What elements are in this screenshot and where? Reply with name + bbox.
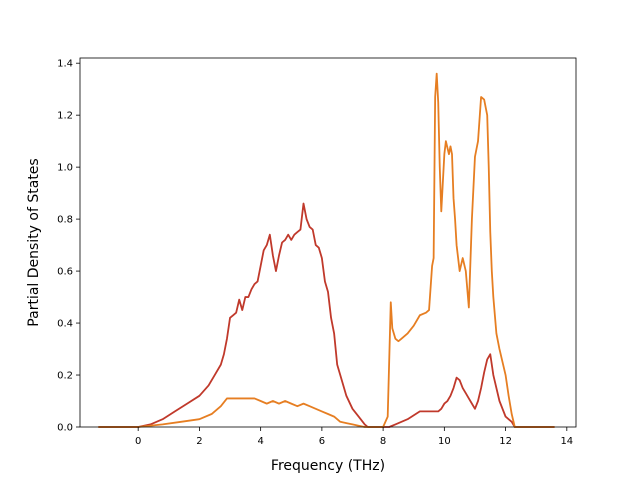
x-axis-label: Frequency (THz): [271, 458, 385, 474]
y-axis-label: Partial Density of States: [26, 158, 42, 326]
x-tick-label: 14: [560, 436, 573, 447]
series-line-2: [98, 72, 555, 428]
y-axis-ticks: 0.0 0.2 0.4 0.6 0.8 1.0 1.2 1.4: [57, 59, 80, 434]
y-tick-label: 0.8: [57, 215, 73, 226]
y-tick-label: 0.0: [57, 423, 73, 434]
y-tick-label: 0.4: [57, 319, 73, 330]
plot-area-frame: [79, 57, 577, 428]
y-tick-label: 0.2: [57, 371, 73, 382]
x-tick-label: 10: [438, 436, 451, 447]
series-line-1: [98, 202, 555, 428]
series-layer: [98, 72, 555, 428]
x-tick-label: 2: [196, 436, 202, 447]
x-axis-ticks: 0 2 4 6 8 10 12 14: [135, 427, 573, 447]
x-tick-label: 4: [257, 436, 263, 447]
x-tick-label: 12: [499, 436, 512, 447]
y-tick-label: 1.0: [57, 163, 73, 174]
y-tick-label: 0.6: [57, 267, 73, 278]
x-tick-label: 8: [380, 436, 386, 447]
x-tick-label: 6: [319, 436, 325, 447]
y-tick-label: 1.4: [57, 59, 73, 70]
y-tick-label: 1.2: [57, 111, 73, 122]
x-tick-label: 0: [135, 436, 141, 447]
